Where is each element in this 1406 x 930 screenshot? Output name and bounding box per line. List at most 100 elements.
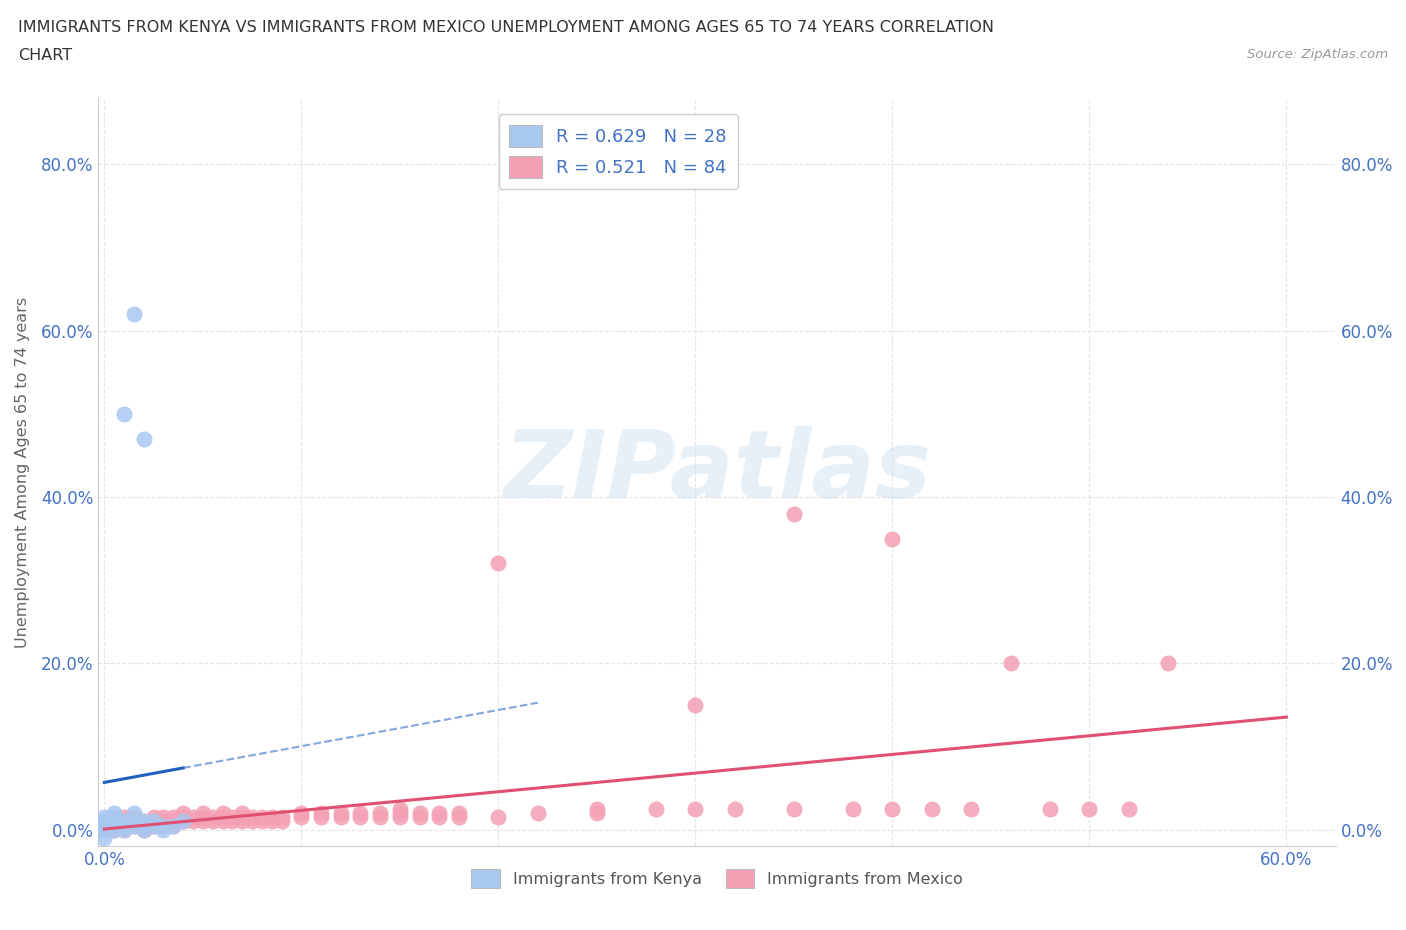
Point bbox=[783, 506, 806, 521]
Point bbox=[921, 802, 943, 817]
Point bbox=[162, 818, 184, 833]
Point bbox=[349, 810, 371, 825]
Point bbox=[447, 810, 470, 825]
Point bbox=[103, 818, 125, 833]
Point bbox=[152, 822, 174, 837]
Point bbox=[181, 814, 204, 829]
Point bbox=[112, 814, 135, 829]
Point bbox=[427, 805, 450, 820]
Point bbox=[270, 810, 292, 825]
Point bbox=[201, 810, 224, 825]
Point bbox=[142, 818, 165, 833]
Point bbox=[211, 814, 233, 829]
Point bbox=[152, 818, 174, 833]
Point bbox=[132, 822, 155, 837]
Point bbox=[132, 814, 155, 829]
Point bbox=[201, 814, 224, 829]
Point bbox=[93, 814, 115, 829]
Point bbox=[882, 531, 904, 546]
Point bbox=[103, 805, 125, 820]
Point bbox=[172, 810, 194, 825]
Point bbox=[122, 818, 145, 833]
Point bbox=[93, 822, 115, 837]
Point bbox=[486, 810, 509, 825]
Point bbox=[142, 814, 165, 829]
Text: ZIPatlas: ZIPatlas bbox=[503, 426, 931, 518]
Point bbox=[112, 814, 135, 829]
Point bbox=[142, 818, 165, 833]
Point bbox=[93, 818, 115, 833]
Point bbox=[122, 814, 145, 829]
Point bbox=[162, 810, 184, 825]
Point bbox=[132, 814, 155, 829]
Point bbox=[103, 814, 125, 829]
Point bbox=[122, 814, 145, 829]
Point bbox=[388, 810, 411, 825]
Point bbox=[250, 810, 273, 825]
Point bbox=[221, 814, 243, 829]
Point bbox=[162, 818, 184, 833]
Point bbox=[231, 810, 253, 825]
Point bbox=[142, 810, 165, 825]
Point bbox=[112, 810, 135, 825]
Point bbox=[260, 810, 283, 825]
Point bbox=[112, 822, 135, 837]
Point bbox=[132, 818, 155, 833]
Point bbox=[388, 802, 411, 817]
Point bbox=[685, 698, 707, 712]
Point bbox=[309, 810, 332, 825]
Point bbox=[93, 830, 115, 845]
Point bbox=[103, 810, 125, 825]
Point bbox=[645, 802, 668, 817]
Point bbox=[162, 814, 184, 829]
Point bbox=[408, 810, 430, 825]
Point bbox=[181, 810, 204, 825]
Point bbox=[93, 818, 115, 833]
Point bbox=[329, 805, 352, 820]
Point bbox=[290, 810, 312, 825]
Point bbox=[231, 805, 253, 820]
Point bbox=[250, 814, 273, 829]
Text: Source: ZipAtlas.com: Source: ZipAtlas.com bbox=[1247, 48, 1388, 61]
Point bbox=[685, 802, 707, 817]
Point bbox=[112, 822, 135, 837]
Point bbox=[260, 814, 283, 829]
Point bbox=[586, 805, 609, 820]
Point bbox=[132, 822, 155, 837]
Y-axis label: Unemployment Among Ages 65 to 74 years: Unemployment Among Ages 65 to 74 years bbox=[15, 297, 30, 647]
Text: CHART: CHART bbox=[18, 48, 72, 63]
Point bbox=[191, 814, 214, 829]
Point bbox=[388, 805, 411, 820]
Point bbox=[221, 810, 243, 825]
Point bbox=[191, 810, 214, 825]
Point bbox=[1078, 802, 1101, 817]
Legend: Immigrants from Kenya, Immigrants from Mexico: Immigrants from Kenya, Immigrants from M… bbox=[465, 862, 969, 895]
Point bbox=[152, 814, 174, 829]
Point bbox=[172, 814, 194, 829]
Point bbox=[270, 814, 292, 829]
Point bbox=[349, 805, 371, 820]
Point bbox=[882, 802, 904, 817]
Point bbox=[329, 810, 352, 825]
Point bbox=[112, 818, 135, 833]
Point bbox=[103, 822, 125, 837]
Point bbox=[309, 805, 332, 820]
Point bbox=[240, 810, 263, 825]
Text: IMMIGRANTS FROM KENYA VS IMMIGRANTS FROM MEXICO UNEMPLOYMENT AMONG AGES 65 TO 74: IMMIGRANTS FROM KENYA VS IMMIGRANTS FROM… bbox=[18, 20, 994, 35]
Point bbox=[142, 814, 165, 829]
Point bbox=[240, 814, 263, 829]
Point bbox=[1118, 802, 1140, 817]
Point bbox=[132, 818, 155, 833]
Point bbox=[122, 307, 145, 322]
Point bbox=[112, 818, 135, 833]
Point bbox=[783, 802, 806, 817]
Point bbox=[211, 805, 233, 820]
Point bbox=[368, 810, 391, 825]
Point bbox=[172, 814, 194, 829]
Point bbox=[93, 810, 115, 825]
Point bbox=[191, 805, 214, 820]
Point bbox=[447, 805, 470, 820]
Point bbox=[132, 432, 155, 446]
Point bbox=[1157, 656, 1180, 671]
Point bbox=[724, 802, 747, 817]
